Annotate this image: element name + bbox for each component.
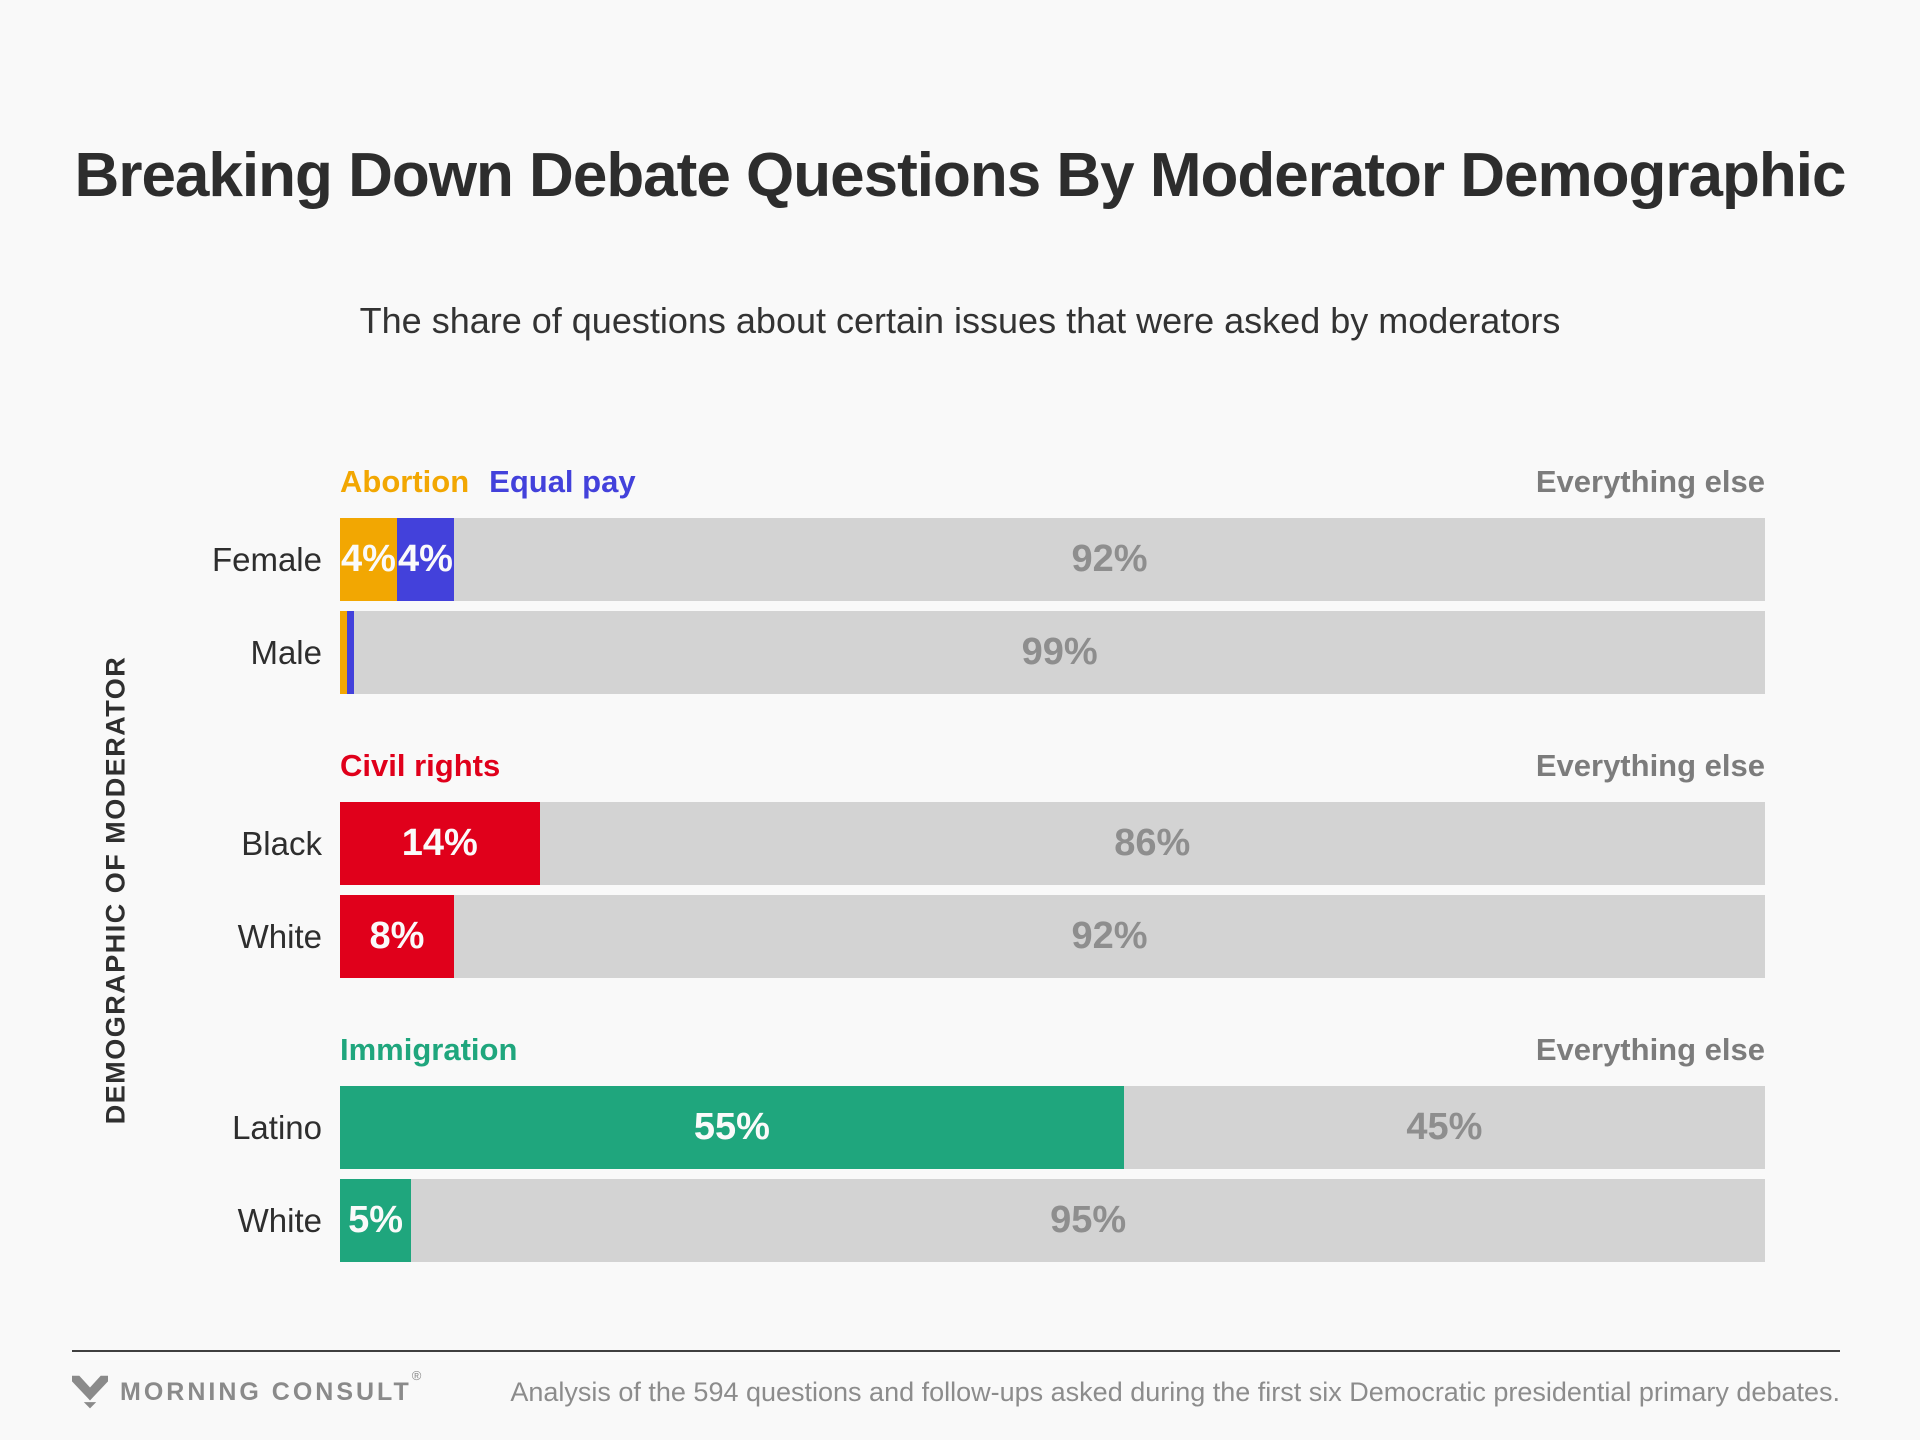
footer: MORNING CONSULT® Analysis of the 594 que… [72,1366,1840,1418]
stacked-bar-chart: Abortion Equal pay Everything else Female 4%… [88,462,1765,1314]
bar-row: White 8% 92% [88,895,1765,978]
bar-row: Latino 55% 45% [88,1086,1765,1169]
chart-group-1: Abortion Equal pay Everything else Female 4%… [88,462,1765,694]
bar-row: Black 14% 86% [88,802,1765,885]
legend-row: Abortion Equal pay Everything else [340,462,1765,502]
stacked-bar: 14% 86% [340,802,1765,885]
chart-group-2: Civil rights Everything else Black 14% 86% Wh… [88,746,1765,978]
legend-issues: Civil rights [340,746,500,786]
bar-row: Female 4% 4% 92% [88,518,1765,601]
footer-divider [72,1350,1840,1352]
bar-segment: 4% [397,518,454,601]
legend-label: Immigration [340,1032,518,1067]
bar-row: Male 99% [88,611,1765,694]
bar-segment: 92% [454,518,1765,601]
row-label: Latino [232,1108,322,1146]
stacked-bar: 55% 45% [340,1086,1765,1169]
source-note: Analysis of the 594 questions and follow… [510,1376,1840,1407]
legend-row: Civil rights Everything else [340,746,1765,786]
chart-group-3: Immigration Everything else Latino 55% 45% Wh… [88,1030,1765,1262]
bar-segment: 86% [539,802,1765,885]
legend-issues: Immigration [340,1030,517,1070]
row-label: Black [241,824,322,862]
row-label: White [237,917,322,955]
bar-segment: 99% [354,611,1765,694]
legend-label-everything-else: Everything else [1535,748,1765,783]
legend-label-everything-else: Everything else [1535,1032,1765,1067]
chart-title: Breaking Down Debate Questions By Modera… [74,141,1847,210]
legend-label: Abortion [340,464,470,499]
bar-segment [340,611,348,694]
registered-mark: ® [411,1368,425,1384]
bar-segment: 14% [340,802,540,885]
morning-consult-logo-icon [72,1375,108,1409]
brand-name: MORNING CONSULT® [120,1368,425,1406]
bar-segment: 92% [454,895,1765,978]
bar-segment: 95% [411,1179,1765,1262]
legend-issues: Abortion Equal pay [340,462,636,502]
stacked-bar: 5% 95% [340,1179,1765,1262]
bar-segment: 45% [1123,1086,1765,1169]
bar-row: White 5% 95% [88,1179,1765,1262]
row-label: Female [211,540,322,578]
stacked-bar: 8% 92% [340,895,1765,978]
legend-label-everything-else: Everything else [1535,464,1765,499]
row-label: White [237,1201,322,1239]
bar-segment: 55% [340,1086,1124,1169]
bar-segment [347,611,355,694]
legend-row: Immigration Everything else [340,1030,1765,1070]
legend-label: Civil rights [340,748,501,783]
bar-segment: 5% [340,1179,412,1262]
bar-segment: 4% [340,518,397,601]
stacked-bar: 4% 4% 92% [340,518,1765,601]
chart-subtitle: The share of questions about certain iss… [359,300,1561,341]
brand-lockup: MORNING CONSULT® [72,1368,425,1409]
row-label: Male [250,633,322,671]
bar-segment: 8% [340,895,454,978]
legend-label: Equal pay [489,464,636,499]
stacked-bar: 99% [340,611,1765,694]
